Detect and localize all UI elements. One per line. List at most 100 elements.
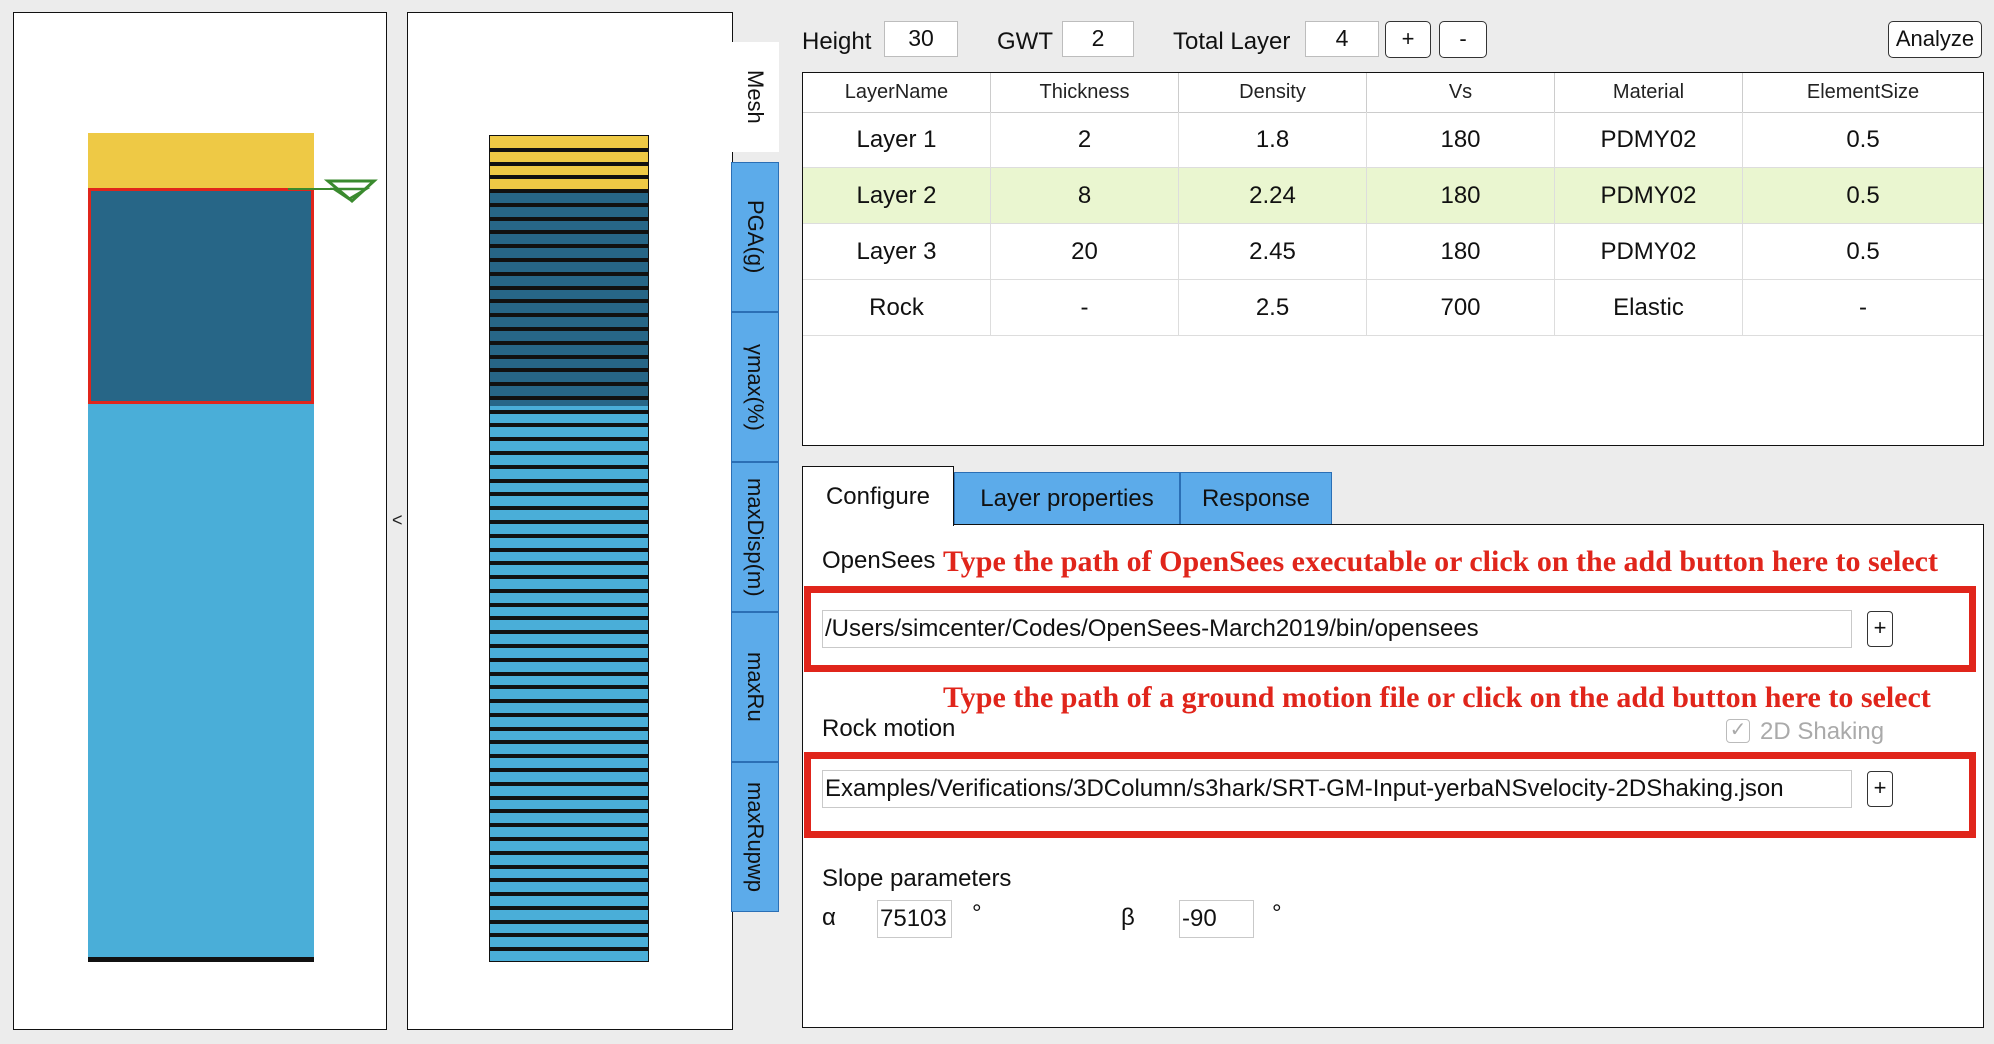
- tab-max-ru[interactable]: maxRu: [731, 612, 779, 762]
- table-cell[interactable]: 8: [991, 168, 1179, 224]
- alpha-label: α: [822, 904, 836, 931]
- mesh-element-line: [490, 355, 648, 359]
- mesh-element-line: [490, 906, 648, 910]
- table-cell[interactable]: 2.45: [1179, 224, 1367, 280]
- mesh-element-line: [490, 423, 648, 427]
- mesh-element-line: [490, 327, 648, 331]
- opensees-path-input[interactable]: /Users/simcenter/Codes/OpenSees-March201…: [822, 610, 1852, 648]
- mesh-element-line: [490, 561, 648, 565]
- mesh-element-line: [490, 148, 648, 152]
- table-cell[interactable]: Layer 2: [803, 168, 991, 224]
- table-cell[interactable]: 180: [1367, 112, 1555, 168]
- table-row[interactable]: Layer 1 2 1.8 180 PDMY02 0.5: [803, 112, 1983, 168]
- table-cell[interactable]: 0.5: [1846, 182, 1880, 209]
- mesh-element-line: [490, 575, 648, 579]
- layer-1-block[interactable]: [88, 133, 314, 189]
- table-cell[interactable]: 1.8: [1179, 112, 1367, 168]
- tab-layer-properties[interactable]: Layer properties: [954, 472, 1180, 525]
- height-label: Height: [802, 28, 872, 55]
- remove-layer-button[interactable]: -: [1439, 21, 1487, 58]
- mesh-element-line: [490, 230, 648, 234]
- table-cell[interactable]: Rock: [803, 280, 991, 336]
- mesh-element-line: [490, 630, 648, 634]
- layer-2-block[interactable]: [88, 188, 314, 404]
- opensees-browse-button[interactable]: +: [1867, 611, 1893, 647]
- table-row-selected[interactable]: Layer 2 8 2.24 180 PDMY02 0.5: [803, 168, 1983, 224]
- mesh-column: [489, 135, 649, 962]
- mesh-element-line: [490, 589, 648, 593]
- mesh-element-line: [490, 203, 648, 207]
- mesh-element-line: [490, 823, 648, 827]
- gwt-input[interactable]: 2: [1062, 21, 1134, 57]
- layer-3-block[interactable]: [88, 404, 314, 958]
- rock-motion-browse-button[interactable]: +: [1867, 771, 1893, 807]
- mesh-element-line: [490, 258, 648, 262]
- height-input[interactable]: 30: [884, 21, 958, 57]
- mesh-element-line: [490, 217, 648, 221]
- table-cell[interactable]: Elastic: [1555, 280, 1743, 336]
- beta-label: β: [1121, 904, 1135, 931]
- shaking-checkbox[interactable]: ✓: [1726, 719, 1750, 743]
- mesh-element-line: [490, 933, 648, 937]
- table-row[interactable]: Layer 3 20 2.45 180 PDMY02 0.5: [803, 224, 1983, 280]
- column-header[interactable]: Density: [1179, 73, 1367, 112]
- mesh-element-line: [490, 382, 648, 386]
- mesh-element-line: [490, 175, 648, 179]
- total-layer-input[interactable]: 4: [1305, 21, 1379, 57]
- column-header[interactable]: LayerName: [803, 73, 991, 112]
- tab-configure[interactable]: Configure: [802, 466, 954, 526]
- table-cell[interactable]: 700: [1367, 280, 1555, 336]
- table-cell[interactable]: PDMY02: [1555, 224, 1743, 280]
- table-cell[interactable]: PDMY02: [1555, 168, 1743, 224]
- beta-input[interactable]: -90: [1179, 900, 1254, 938]
- table-cell[interactable]: 180: [1367, 224, 1555, 280]
- column-header[interactable]: Thickness: [991, 73, 1179, 112]
- mesh-element-line: [490, 465, 648, 469]
- analyze-button[interactable]: Analyze: [1888, 21, 1982, 58]
- table-cell[interactable]: 0.5: [1846, 238, 1880, 265]
- mesh-element-line: [490, 644, 648, 648]
- mesh-element-line: [490, 396, 648, 400]
- mesh-element-line: [490, 534, 648, 538]
- table-cell[interactable]: 0.5: [1846, 126, 1880, 153]
- table-row[interactable]: Rock - 2.5 700 Elastic -: [803, 280, 1983, 336]
- opensees-label: OpenSees: [822, 547, 936, 574]
- table-cell[interactable]: Layer 3: [803, 224, 991, 280]
- table-cell[interactable]: Layer 1: [803, 112, 991, 168]
- mesh-element-line: [490, 920, 648, 924]
- tab-gamma-max[interactable]: γmax(%): [731, 312, 779, 462]
- collapse-toggle[interactable]: <: [392, 510, 403, 530]
- mesh-element-line: [490, 685, 648, 689]
- tab-mesh[interactable]: Mesh: [731, 42, 779, 152]
- rock-motion-path-input[interactable]: Examples/Verifications/3DColumn/s3hark/S…: [822, 770, 1852, 808]
- opensees-highlight-box: [804, 586, 1976, 672]
- mesh-element-line: [490, 727, 648, 731]
- add-layer-button[interactable]: +: [1385, 21, 1431, 58]
- mesh-element-line: [490, 796, 648, 800]
- mesh-element-line: [490, 313, 648, 317]
- mesh-element-line: [490, 368, 648, 372]
- table-cell[interactable]: 2: [991, 112, 1179, 168]
- tab-pga[interactable]: PGA(g): [731, 162, 779, 312]
- view-tab-strip: Mesh PGA(g) γmax(%) maxDisp(m) maxRu max…: [731, 12, 779, 1030]
- table-cell[interactable]: 2.24: [1179, 168, 1367, 224]
- mesh-element-line: [490, 699, 648, 703]
- table-cell[interactable]: -: [1859, 294, 1867, 321]
- column-header[interactable]: Vs: [1367, 73, 1555, 112]
- column-header[interactable]: ElementSize: [1806, 81, 1920, 103]
- alpha-input[interactable]: 75103: [877, 900, 952, 938]
- table-cell[interactable]: 20: [991, 224, 1179, 280]
- table-cell[interactable]: 2.5: [1179, 280, 1367, 336]
- mesh-panel: [407, 12, 733, 1030]
- column-header[interactable]: Material: [1555, 73, 1743, 112]
- table-cell[interactable]: -: [991, 280, 1179, 336]
- mesh-element-line: [490, 437, 648, 441]
- tab-max-disp[interactable]: maxDisp(m): [731, 462, 779, 612]
- table-cell[interactable]: PDMY02: [1555, 112, 1743, 168]
- table-cell[interactable]: 180: [1367, 168, 1555, 224]
- mesh-element-line: [490, 768, 648, 772]
- tab-response[interactable]: Response: [1180, 472, 1332, 525]
- mesh-element-line: [490, 451, 648, 455]
- beta-degree-label: °: [1272, 900, 1282, 927]
- tab-max-rupwp[interactable]: maxRupwp: [731, 762, 779, 912]
